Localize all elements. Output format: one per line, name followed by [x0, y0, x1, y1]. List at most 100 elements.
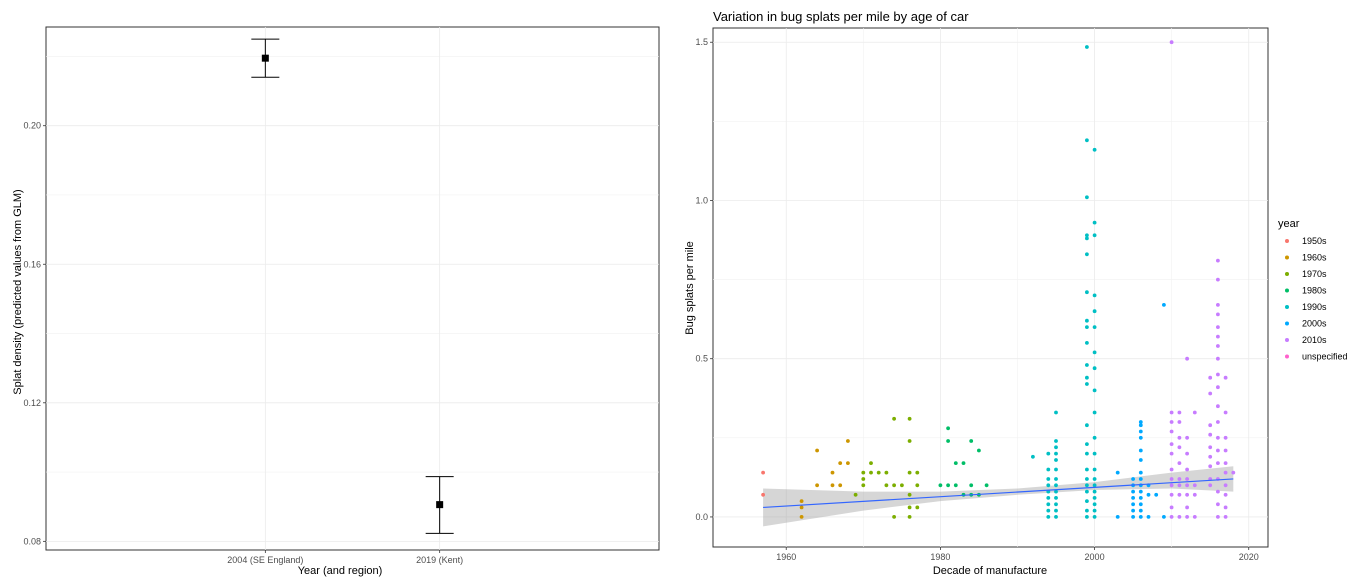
left-point [436, 501, 444, 509]
point-2010s [1223, 470, 1228, 475]
right-y-tick-label: 1.0 [695, 195, 708, 205]
point-2000s [1131, 489, 1135, 494]
point-1970s [915, 505, 920, 510]
point-1980s [984, 483, 989, 488]
point-2000s [1131, 508, 1135, 513]
point-1990s [1085, 341, 1089, 345]
point-1980s [969, 439, 974, 443]
left-y-tick-label: 0.20 [23, 121, 41, 131]
point-1990s [1092, 325, 1097, 329]
right-y-tick-label: 1.5 [695, 37, 708, 47]
point-1990s [1054, 508, 1058, 513]
point-2010s [1216, 448, 1220, 453]
point-2010s [1177, 483, 1182, 488]
left-x-ticks: 2004 (SE England) 2019 (Kent) [227, 550, 463, 565]
legend-title: year [1278, 218, 1300, 230]
legend-label-1990s: 1990s [1302, 302, 1327, 312]
point-2010s [1223, 410, 1228, 415]
point-2000s [1138, 489, 1143, 494]
point-1970s [900, 483, 904, 488]
point-1990s [1054, 467, 1058, 472]
point-2010s [1216, 461, 1220, 465]
legend-key-1960s [1285, 255, 1289, 260]
point-1990s [1054, 502, 1058, 507]
right-y-tick-label: 0.5 [695, 354, 708, 364]
left-grid [46, 27, 659, 550]
point-2010s [1208, 375, 1213, 380]
point-2000s [1115, 470, 1120, 475]
point-1990s [1085, 252, 1089, 257]
point-1980s [946, 426, 950, 431]
point-2010s [1177, 420, 1182, 424]
right-chart: Variation in bug splats per mile by age … [684, 9, 1348, 577]
point-2010s [1216, 334, 1220, 339]
right-y-tick-label: 0.0 [695, 512, 708, 522]
point-2010s [1216, 502, 1220, 507]
point-1990s [1085, 290, 1089, 295]
point-1960s [838, 461, 843, 465]
point-2010s [1192, 515, 1197, 519]
point-2000s [1138, 470, 1143, 475]
point-2000s [1146, 515, 1151, 519]
point-2010s [1223, 375, 1228, 380]
point-2000s [1131, 496, 1135, 500]
point-2000s [1138, 429, 1143, 434]
point-2010s [1223, 461, 1228, 465]
point-2010s [1192, 492, 1197, 497]
point-1990s [1092, 515, 1097, 519]
point-1960s [815, 448, 819, 453]
point-1960s [830, 483, 835, 488]
point-2010s [1177, 435, 1182, 440]
point-2010s [1177, 445, 1182, 450]
right-x-tick-label: 1980 [930, 552, 950, 562]
point-2010s [1185, 451, 1189, 456]
point-1980s [953, 461, 958, 465]
point-2010s [1177, 461, 1182, 465]
point-1990s [1085, 451, 1089, 456]
point-2010s [1223, 515, 1228, 519]
left-point [261, 54, 269, 62]
point-1990s [1085, 423, 1089, 428]
legend-key-unspecified [1285, 354, 1289, 359]
point-2000s [1131, 502, 1135, 507]
legend-key-1970s [1285, 272, 1289, 276]
legend: year 1950s 1960s 1970s 1980s 1990s 2000s 2010s… [1278, 218, 1348, 362]
point-1990s [1092, 233, 1097, 238]
point-2010s [1185, 515, 1189, 519]
point-1990s [1085, 442, 1089, 446]
point-1970s [907, 515, 912, 519]
point-1990s [1092, 435, 1097, 440]
point-1990s [1054, 458, 1058, 462]
right-chart-title: Variation in bug splats per mile by age … [713, 9, 969, 24]
point-1990s [1046, 508, 1051, 513]
point-1990s [1092, 220, 1097, 225]
point-2010s [1169, 410, 1174, 415]
right-grid [713, 28, 1268, 547]
left-y-tick-label: 0.08 [23, 536, 41, 546]
point-2010s [1169, 420, 1174, 424]
point-2010s [1169, 477, 1174, 481]
legend-label-2000s: 2000s [1302, 319, 1327, 329]
point-2000s [1162, 303, 1166, 307]
point-1990s [1085, 515, 1089, 519]
point-1960s [799, 515, 804, 519]
point-2010s [1223, 492, 1228, 497]
point-2010s [1208, 423, 1213, 428]
point-1990s [1092, 467, 1097, 472]
legend-key-2010s [1285, 338, 1289, 342]
point-2010s [1216, 404, 1220, 409]
legend-items: 1950s 1960s 1970s 1980s 1990s 2000s 2010s unspe… [1285, 236, 1348, 362]
point-2000s [1138, 496, 1143, 500]
point-2010s [1169, 429, 1174, 434]
point-2010s [1216, 312, 1220, 317]
point-1960s [846, 439, 850, 443]
right-points [761, 40, 1236, 519]
point-1990s [1046, 502, 1051, 507]
point-1990s [1054, 445, 1058, 450]
legend-label-1960s: 1960s [1302, 253, 1327, 263]
point-1970s [892, 515, 896, 519]
point-2010s [1185, 505, 1189, 510]
point-1990s [1092, 477, 1097, 481]
legend-label-1970s: 1970s [1302, 269, 1327, 279]
point-2010s [1208, 445, 1213, 450]
